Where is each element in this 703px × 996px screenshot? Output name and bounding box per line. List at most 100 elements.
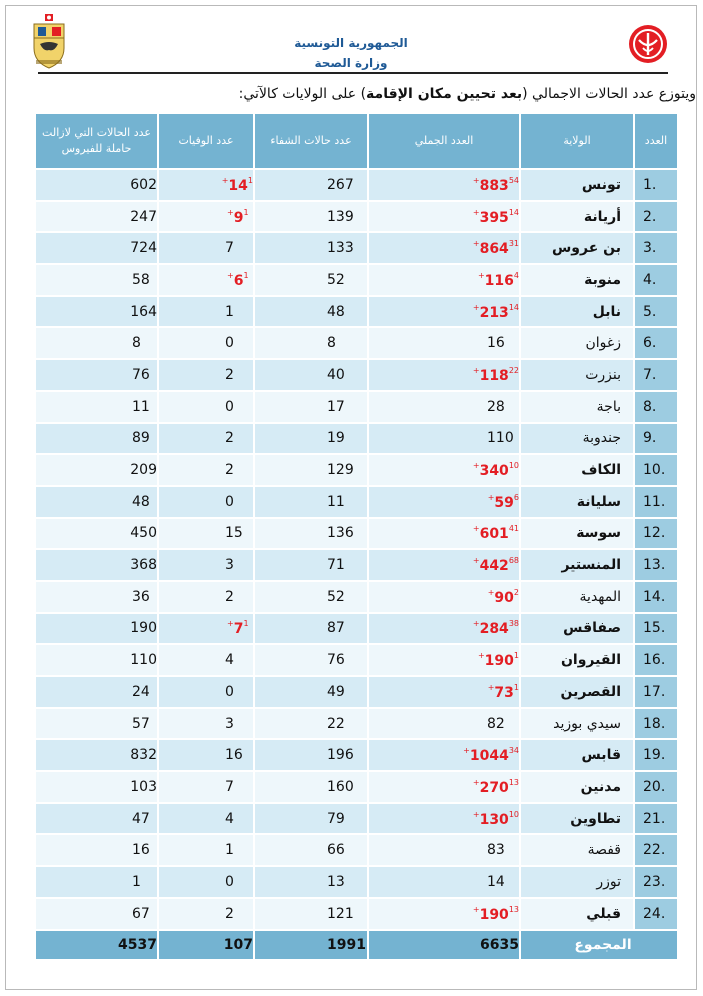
recovered-cell: 13 [255, 867, 367, 897]
total-cell: 28438+ [369, 613, 519, 644]
recovered-value: 71 [327, 557, 345, 574]
active-value: 450 [36, 518, 157, 549]
deaths-new-cases: 1+ [227, 619, 249, 629]
deaths-cell: 2 [159, 360, 253, 390]
deaths-cell: 61+ [159, 265, 253, 295]
total-cell: 104434+ [369, 740, 519, 771]
governorate-name: مدنين [521, 772, 633, 802]
recovered-cell: 76 [255, 645, 367, 675]
header-active-line2: حاملة للفيروس [61, 142, 132, 155]
document-header: الجمهورية التونسية وزارة الصحة [6, 6, 698, 81]
header-rule [38, 72, 668, 74]
table-row: .2 أريانة 39514+ 139 91+ 247 [36, 201, 677, 232]
recovered-value: 87 [327, 620, 345, 637]
active-value: 832 [36, 740, 157, 771]
row-index: .24 [635, 898, 677, 929]
deaths-cell: 15 [159, 518, 253, 549]
total-cell: 60141+ [369, 518, 519, 549]
deaths-value: 2 [225, 462, 234, 479]
deaths-cell: 2 [159, 898, 253, 929]
recovered-cell: 196 [255, 740, 367, 771]
row-index: .22 [635, 835, 677, 866]
recovered-value: 66 [327, 842, 345, 859]
total-new-cases: 10+ [472, 809, 519, 819]
deaths-new-cases: 1+ [221, 175, 253, 185]
deaths-value: 0 [225, 335, 234, 352]
table-row: .4 منوبة 1164+ 52 61+ 58 [36, 265, 677, 295]
recovered-value: 17 [327, 398, 345, 415]
deaths-value: 2 [225, 905, 234, 922]
row-index: .21 [635, 803, 677, 834]
recovered-cell: 267 [255, 170, 367, 200]
header-active-line1: عدد الحالات التي لازالت [42, 126, 151, 139]
row-index: .23 [635, 867, 677, 897]
recovered-cell: 121 [255, 898, 367, 929]
table-row: .15 صفاقس 28438+ 87 71+ 190 [36, 613, 677, 644]
table-row: .23 توزر 14 13 0 1 [36, 867, 677, 897]
recovered-value: 136 [327, 525, 354, 542]
governorate-name: أريانة [521, 201, 633, 232]
total-new-cases: 31+ [472, 239, 519, 249]
total-new-cases: 54+ [472, 175, 519, 185]
header-index: العدد [635, 114, 677, 168]
total-value: 270 [479, 779, 509, 796]
total-cell: 902+ [369, 581, 519, 612]
recovered-cell: 66 [255, 835, 367, 866]
total-value: 28 [487, 398, 505, 415]
row-index: .15 [635, 613, 677, 644]
deaths-cell: 1 [159, 296, 253, 327]
table-row: .17 القصرين 731+ 49 0 24 [36, 677, 677, 707]
total-cell: 596+ [369, 486, 519, 517]
row-index: .12 [635, 518, 677, 549]
recovered-value: 8 [327, 335, 336, 352]
totals-label: المجموع [521, 930, 677, 959]
total-value: 395 [479, 209, 509, 226]
deaths-value: 2 [225, 430, 234, 447]
total-cell: 1164+ [369, 265, 519, 295]
table-row: .10 الكاف 34010+ 129 2 209 [36, 455, 677, 485]
active-value: 58 [36, 265, 157, 295]
intro-suffix: ) على الولايات كالآتي: [238, 86, 367, 102]
governorate-name: منوبة [521, 265, 633, 295]
total-new-cases: 22+ [472, 365, 519, 375]
active-value: 368 [36, 550, 157, 580]
total-value: 110 [487, 430, 514, 447]
total-cell: 14 [369, 867, 519, 897]
table-row: .7 بنزرت 11822+ 40 2 76 [36, 360, 677, 390]
total-value: 1044 [469, 748, 509, 765]
deaths-value: 9 [233, 209, 244, 226]
table-row: .1 تونس 88354+ 267 141+ 602 [36, 170, 677, 200]
active-value: 11 [36, 391, 157, 422]
total-value: 82 [487, 715, 505, 732]
total-value: 213 [479, 304, 509, 321]
row-index: .4 [635, 265, 677, 295]
recovered-cell: 139 [255, 201, 367, 232]
recovered-value: 129 [327, 462, 354, 479]
deaths-value: 7 [225, 778, 234, 795]
active-value: 24 [36, 677, 157, 707]
active-value: 8 [36, 328, 157, 359]
deaths-value: 0 [225, 493, 234, 510]
total-cell: 82 [369, 708, 519, 739]
active-value: 164 [36, 296, 157, 327]
total-new-cases: 13+ [472, 777, 519, 787]
total-new-cases: 1+ [477, 651, 519, 661]
total-cell: 16 [369, 328, 519, 359]
row-index: .1 [635, 170, 677, 200]
deaths-value: 0 [225, 398, 234, 415]
table-row: .8 باجة 28 17 0 11 [36, 391, 677, 422]
totals-row: المجموع 6635 1991 107 4537 [36, 930, 677, 959]
table-row: .13 المنستير 44268+ 71 3 368 [36, 550, 677, 580]
recovered-value: 48 [327, 303, 345, 320]
governorate-name: جندوبة [521, 423, 633, 454]
governorate-name: القيروان [521, 645, 633, 675]
total-value: 190 [484, 653, 514, 670]
active-value: 110 [36, 645, 157, 675]
deaths-cell: 16 [159, 740, 253, 771]
deaths-value: 4 [225, 810, 234, 827]
governorate-name: المنستير [521, 550, 633, 580]
recovered-cell: 52 [255, 265, 367, 295]
total-cell: 11822+ [369, 360, 519, 390]
deaths-value: 7 [233, 621, 244, 638]
row-index: .16 [635, 645, 677, 675]
